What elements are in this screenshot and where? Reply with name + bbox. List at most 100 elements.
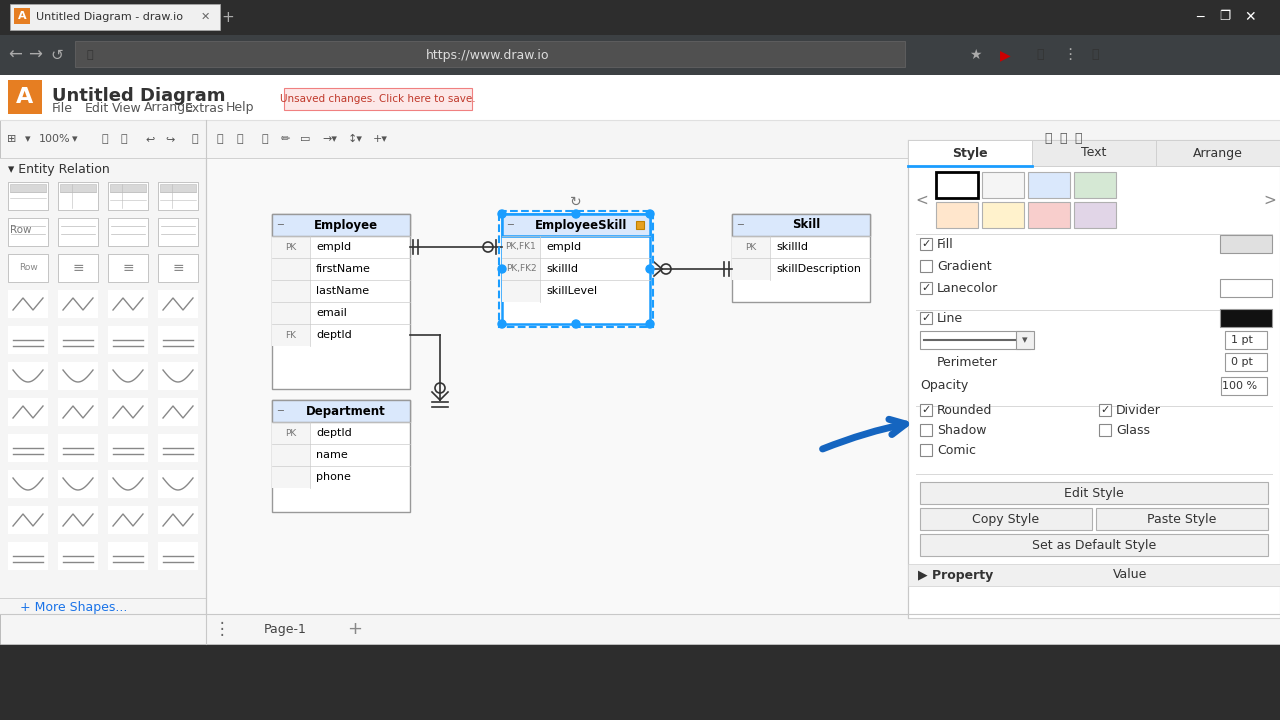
- FancyBboxPatch shape: [108, 218, 148, 246]
- FancyBboxPatch shape: [273, 236, 310, 258]
- Text: skillId: skillId: [776, 242, 808, 252]
- FancyBboxPatch shape: [58, 434, 99, 462]
- Text: skillLevel: skillLevel: [547, 286, 598, 296]
- FancyBboxPatch shape: [1221, 377, 1267, 395]
- Text: Page-1: Page-1: [264, 623, 306, 636]
- FancyBboxPatch shape: [273, 324, 310, 346]
- FancyBboxPatch shape: [1028, 172, 1070, 198]
- Text: lastName: lastName: [316, 286, 369, 296]
- Text: ✓: ✓: [922, 313, 931, 323]
- Circle shape: [572, 320, 580, 328]
- FancyBboxPatch shape: [108, 398, 148, 426]
- FancyBboxPatch shape: [502, 214, 650, 324]
- FancyBboxPatch shape: [8, 254, 49, 282]
- FancyBboxPatch shape: [8, 326, 49, 354]
- FancyBboxPatch shape: [273, 302, 310, 324]
- FancyBboxPatch shape: [920, 404, 932, 416]
- FancyBboxPatch shape: [920, 312, 932, 324]
- FancyBboxPatch shape: [157, 434, 198, 462]
- Text: Untitled Diagram: Untitled Diagram: [52, 87, 225, 105]
- FancyBboxPatch shape: [108, 542, 148, 570]
- FancyBboxPatch shape: [108, 470, 148, 498]
- Text: Line: Line: [937, 312, 963, 325]
- FancyBboxPatch shape: [58, 326, 99, 354]
- FancyBboxPatch shape: [108, 326, 148, 354]
- Text: ✓: ✓: [1101, 405, 1110, 415]
- FancyBboxPatch shape: [982, 202, 1024, 228]
- FancyBboxPatch shape: [108, 290, 148, 318]
- Text: ≡: ≡: [72, 261, 83, 275]
- FancyBboxPatch shape: [1220, 235, 1272, 253]
- FancyBboxPatch shape: [108, 362, 148, 390]
- Text: Row: Row: [19, 264, 37, 272]
- FancyBboxPatch shape: [1156, 140, 1280, 166]
- Text: 0 pt: 0 pt: [1231, 357, 1253, 367]
- FancyBboxPatch shape: [157, 254, 198, 282]
- Text: ▾: ▾: [26, 134, 31, 144]
- FancyBboxPatch shape: [273, 400, 410, 512]
- FancyBboxPatch shape: [60, 184, 96, 192]
- FancyBboxPatch shape: [157, 542, 198, 570]
- Text: empId: empId: [547, 242, 581, 252]
- FancyBboxPatch shape: [8, 218, 49, 246]
- FancyBboxPatch shape: [920, 444, 932, 456]
- Text: email: email: [316, 308, 347, 318]
- Text: PK,FK1: PK,FK1: [506, 243, 536, 251]
- Text: ≡: ≡: [122, 261, 134, 275]
- FancyBboxPatch shape: [160, 184, 196, 192]
- FancyBboxPatch shape: [502, 258, 540, 280]
- FancyBboxPatch shape: [76, 41, 905, 67]
- FancyBboxPatch shape: [10, 4, 220, 30]
- FancyBboxPatch shape: [8, 290, 49, 318]
- FancyBboxPatch shape: [108, 182, 148, 210]
- Text: firstName: firstName: [316, 264, 371, 274]
- Text: ─: ─: [276, 220, 283, 230]
- Text: >: >: [1263, 192, 1276, 207]
- Text: Skill: Skill: [792, 218, 820, 232]
- FancyBboxPatch shape: [0, 75, 1280, 120]
- FancyBboxPatch shape: [110, 184, 146, 192]
- Text: ✓: ✓: [922, 405, 931, 415]
- FancyBboxPatch shape: [58, 506, 99, 534]
- FancyBboxPatch shape: [502, 236, 540, 258]
- Text: File: File: [52, 102, 73, 114]
- Text: ─: ─: [737, 220, 742, 230]
- FancyBboxPatch shape: [1225, 331, 1267, 349]
- Text: Untitled Diagram - draw.io: Untitled Diagram - draw.io: [36, 12, 183, 22]
- Text: https://www.draw.io: https://www.draw.io: [426, 48, 549, 61]
- Text: Edit Style: Edit Style: [1064, 487, 1124, 500]
- Text: ▾: ▾: [72, 134, 78, 144]
- Text: ⛶: ⛶: [1074, 132, 1082, 145]
- Text: Rounded: Rounded: [937, 403, 992, 416]
- Text: ⛶: ⛶: [1044, 132, 1052, 145]
- FancyBboxPatch shape: [0, 0, 1280, 35]
- Circle shape: [646, 320, 654, 328]
- Text: PK: PK: [285, 428, 297, 438]
- Text: name: name: [316, 450, 348, 460]
- FancyBboxPatch shape: [157, 218, 198, 246]
- Text: ⊞: ⊞: [8, 134, 17, 144]
- Text: Paste Style: Paste Style: [1147, 513, 1217, 526]
- Text: ⛶: ⛶: [1060, 132, 1066, 145]
- FancyBboxPatch shape: [10, 184, 46, 192]
- FancyBboxPatch shape: [157, 182, 198, 210]
- FancyBboxPatch shape: [273, 444, 310, 466]
- FancyBboxPatch shape: [936, 202, 978, 228]
- Text: View: View: [113, 102, 142, 114]
- FancyBboxPatch shape: [908, 140, 1280, 618]
- Text: ★: ★: [969, 48, 982, 62]
- Text: +: +: [347, 620, 362, 638]
- Text: A: A: [17, 87, 33, 107]
- FancyBboxPatch shape: [58, 218, 99, 246]
- Text: empId: empId: [316, 242, 351, 252]
- Text: Department: Department: [306, 405, 385, 418]
- Text: Opacity: Opacity: [920, 379, 968, 392]
- Text: Style: Style: [952, 146, 988, 160]
- Text: ↕▾: ↕▾: [347, 134, 362, 144]
- FancyBboxPatch shape: [157, 470, 198, 498]
- FancyBboxPatch shape: [920, 534, 1268, 556]
- Text: 1 pt: 1 pt: [1231, 335, 1253, 345]
- Circle shape: [498, 320, 506, 328]
- FancyBboxPatch shape: [108, 506, 148, 534]
- Text: 100 %: 100 %: [1222, 381, 1257, 391]
